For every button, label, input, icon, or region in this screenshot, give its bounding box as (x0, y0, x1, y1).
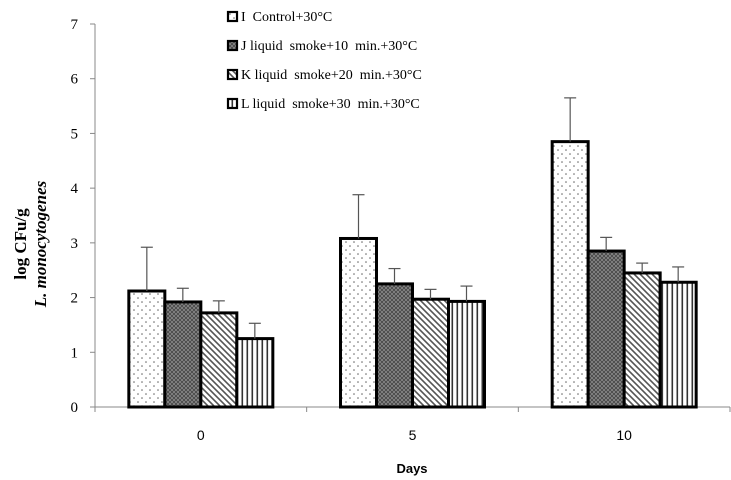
legend: I Control+30°C J liquid smoke+10 min.+30°… (226, 10, 422, 112)
bar (127, 289, 167, 409)
x-tick-label: 5 (409, 427, 417, 443)
error-bars (140, 97, 685, 339)
bar (586, 249, 626, 409)
y-tick-label: 2 (71, 291, 79, 307)
x-tick-label: 0 (197, 427, 205, 443)
legend-label: L liquid smoke+30 min.+30°C (241, 97, 420, 112)
bar (163, 300, 203, 409)
x-tick-label: 10 (616, 427, 632, 443)
x-axis: 0 5 10 (94, 406, 731, 443)
y-axis: 0 1 2 3 4 5 6 7 (71, 17, 96, 416)
y-tick-label: 6 (71, 72, 79, 88)
legend-swatch (226, 68, 239, 81)
bar (235, 337, 275, 409)
bar (375, 282, 414, 409)
y-tick-label: 4 (71, 181, 79, 197)
y-tick-label: 5 (71, 126, 79, 142)
y-axis-title-line1: log CFu/g (11, 208, 30, 280)
legend-swatch (226, 39, 239, 52)
x-axis-title: Days (396, 461, 427, 476)
y-tick-label: 3 (71, 236, 79, 252)
legend-label: J liquid smoke+10 min.+30°C (241, 39, 417, 54)
legend-label: I Control+30°C (241, 10, 332, 25)
bars (127, 140, 698, 409)
y-tick-label: 0 (71, 400, 79, 416)
bar (447, 299, 486, 409)
bar (339, 236, 378, 409)
legend-label: K liquid smoke+20 min.+30°C (241, 68, 422, 83)
legend-swatch (226, 97, 239, 110)
bar (550, 140, 590, 409)
bar (199, 311, 239, 409)
bar (622, 271, 662, 409)
y-tick-label: 7 (71, 17, 79, 33)
y-tick-label: 1 (71, 345, 79, 361)
legend-swatch (226, 10, 239, 23)
bar (658, 280, 698, 409)
bar (411, 297, 450, 409)
y-axis-title-line2: L. monocytogenes (31, 180, 50, 308)
